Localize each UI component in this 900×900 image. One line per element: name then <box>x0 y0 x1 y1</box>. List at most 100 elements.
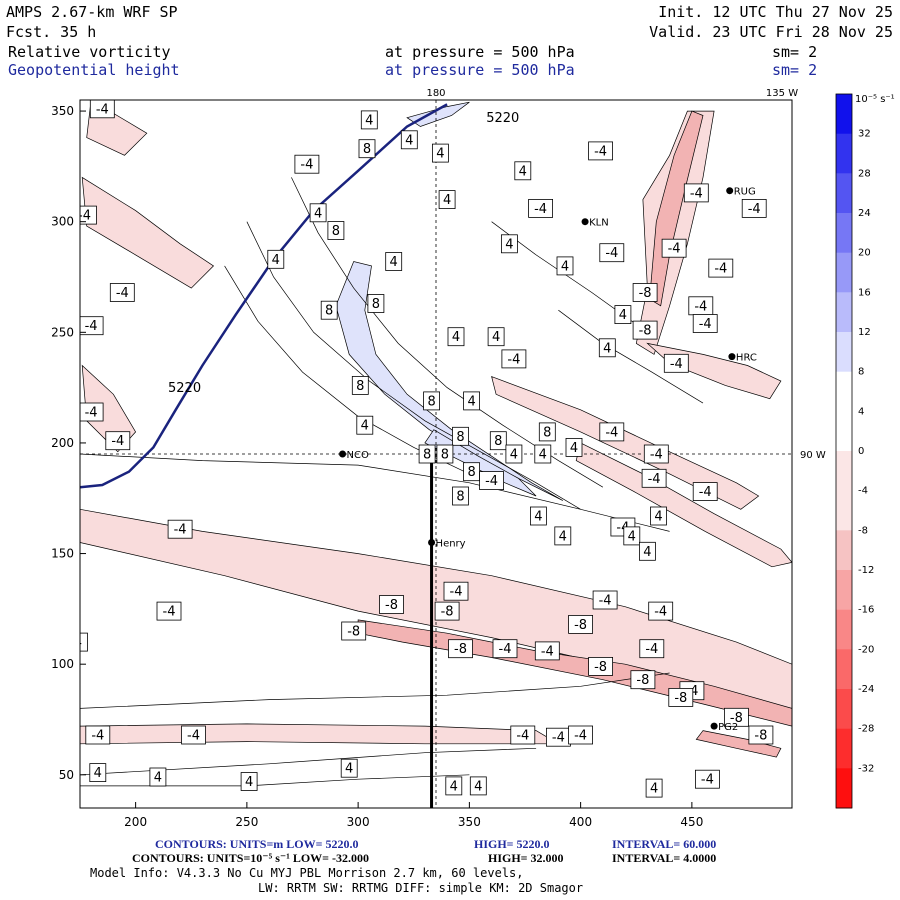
svg-text:-8: -8 <box>385 598 398 613</box>
field1-pressure: at pressure = 500 hPa <box>385 43 575 61</box>
svg-text:-4: -4 <box>690 186 703 201</box>
svg-text:-4: -4 <box>574 729 587 744</box>
svg-text:-8: -8 <box>574 618 587 633</box>
x-tick-200: 200 <box>124 815 147 829</box>
station-rug: RUG <box>726 187 756 198</box>
vorticity-label-40: 4 <box>356 415 374 435</box>
axes: 200 250 300 350 400 450 50 100 150 200 250 300 350 <box>51 104 703 829</box>
vorticity-label-45: -4 <box>599 422 625 442</box>
vorticity-label-76: -4 <box>639 639 665 659</box>
vorticity-label-33: 4 <box>598 338 616 358</box>
vorticity-label-77: -8 <box>588 657 613 676</box>
colorbar-segment-2 <box>836 173 852 214</box>
colorbar-tick-4: 16 <box>858 287 871 298</box>
colorbar-segment-1 <box>836 133 852 174</box>
colorbar-segment-13 <box>836 609 852 650</box>
vorticity-label-29: -8 <box>632 320 658 340</box>
vorticity-label-66: -4 <box>156 601 182 621</box>
svg-text:4: 4 <box>505 237 513 252</box>
vorticity-label-71: -4 <box>80 632 88 652</box>
svg-text:8: 8 <box>372 297 380 312</box>
vorticity-label-62: 4 <box>623 526 641 546</box>
colorbar-tick-12: -16 <box>858 605 874 616</box>
colorbar-segment-9 <box>836 451 852 492</box>
svg-text:4: 4 <box>539 448 547 463</box>
vorticity-label-87: -8 <box>748 725 774 745</box>
svg-text:NCO: NCO <box>347 450 369 461</box>
svg-text:-4: -4 <box>163 605 176 620</box>
svg-text:-4: -4 <box>96 102 109 117</box>
svg-text:-8: -8 <box>730 711 743 726</box>
svg-text:8: 8 <box>441 448 449 463</box>
station-hrc: HRC <box>728 353 757 364</box>
plot-frame <box>79 99 793 809</box>
svg-text:4: 4 <box>643 545 651 560</box>
colorbar-segment-8 <box>836 411 852 452</box>
vorticity-label-91: 4 <box>240 772 258 791</box>
valid-time: Valid. 23 UTC Fri 28 Nov 25 <box>649 23 893 41</box>
vorticity-label-13: 8 <box>327 221 345 240</box>
svg-text:4: 4 <box>361 419 369 434</box>
vorticity-label-36: 8 <box>351 375 369 395</box>
vorticity-label-26: 8 <box>320 300 338 320</box>
colorbar-segment-15 <box>836 689 852 730</box>
footer-height-interval: INTERVAL= 60.000 <box>612 837 716 851</box>
footer-height-contours: CONTOURS: UNITS=m LOW= 5220.0 <box>155 837 358 851</box>
vorticity-label-90: 4 <box>340 758 358 778</box>
svg-text:-4: -4 <box>670 357 683 372</box>
vorticity-label-60: -4 <box>167 519 193 539</box>
svg-text:4: 4 <box>452 330 460 345</box>
fill-pos-arc-main <box>335 261 563 501</box>
svg-text:-4: -4 <box>450 585 463 600</box>
svg-text:-4: -4 <box>516 729 529 744</box>
svg-text:-4: -4 <box>300 158 313 173</box>
vorticity-label-5: 4 <box>514 161 532 181</box>
vorticity-label-89: 4 <box>89 763 107 782</box>
vorticity-label-10: -4 <box>683 183 709 203</box>
y-tick-300: 300 <box>51 215 74 229</box>
vorticity-label-80: -8 <box>668 688 694 707</box>
vorticity-label-94: -4 <box>695 769 720 789</box>
vorticity-label-14: -4 <box>599 243 625 263</box>
svg-text:4: 4 <box>534 510 542 525</box>
init-time: Init. 12 UTC Thu 27 Nov 25 <box>658 3 893 21</box>
vorticity-label-75: -8 <box>448 639 473 659</box>
colorbar-segment-0 <box>836 94 852 135</box>
colorbar-tick-0: 32 <box>858 129 871 140</box>
fill-neg-strip-east <box>695 730 782 758</box>
footer-vort-interval: INTERVAL= 4.0000 <box>612 851 716 865</box>
svg-text:-4: -4 <box>541 644 554 659</box>
svg-text:-4: -4 <box>111 434 124 449</box>
vorticity-label-69: -4 <box>648 601 674 621</box>
svg-text:4: 4 <box>650 782 658 797</box>
vorticity-label-0: -4 <box>89 100 115 119</box>
svg-text:-4: -4 <box>701 773 714 788</box>
station-markers: NCO Henry KLN RUG HRC PG2 <box>339 187 757 733</box>
svg-text:-8: -8 <box>754 729 767 744</box>
y-tick-50: 50 <box>59 768 74 782</box>
svg-text:-4: -4 <box>507 352 520 367</box>
vorticity-label-16: 4 <box>267 249 285 269</box>
vorticity-label-44: 8 <box>489 431 507 451</box>
vorticity-label-30: -4 <box>692 314 718 333</box>
svg-text:-4: -4 <box>187 729 200 744</box>
footer-vort-contours: CONTOURS: UNITS=10⁻⁵ s⁻¹ LOW= -32.000 <box>132 851 369 865</box>
svg-text:-4: -4 <box>699 485 712 500</box>
vorticity-label-24: -4 <box>109 283 135 302</box>
vorticity-label-34: -4 <box>501 349 527 369</box>
svg-text:4: 4 <box>559 529 567 544</box>
svg-text:8: 8 <box>423 448 431 463</box>
svg-text:8: 8 <box>363 142 371 157</box>
svg-text:-4: -4 <box>594 144 607 159</box>
colorbar-segment-11 <box>836 530 852 571</box>
svg-text:-4: -4 <box>605 425 618 440</box>
svg-text:-4: -4 <box>694 299 707 314</box>
svg-text:4: 4 <box>443 193 451 208</box>
contour-line-8 <box>558 309 704 404</box>
vorticity-label-83: -4 <box>85 725 111 745</box>
y-tick-250: 250 <box>51 325 74 339</box>
svg-text:4: 4 <box>272 253 280 268</box>
x-tick-250: 250 <box>235 815 258 829</box>
field2-pressure: at pressure = 500 hPa <box>385 61 575 79</box>
